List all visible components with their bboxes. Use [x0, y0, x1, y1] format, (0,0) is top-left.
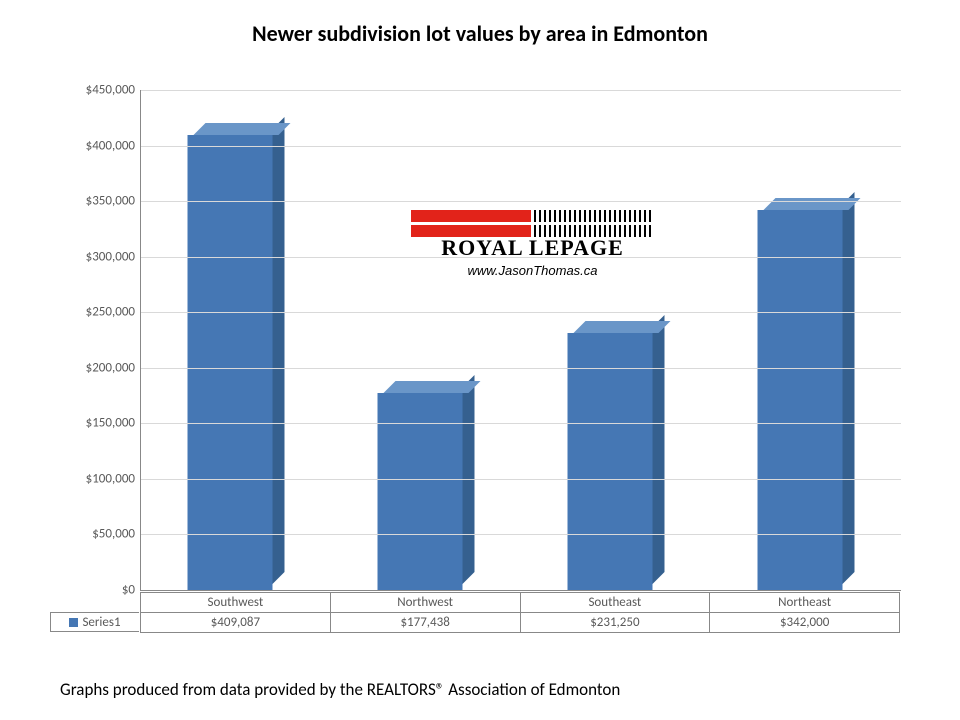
table-row-categories: Southwest Northwest Southeast Northeast: [141, 593, 900, 613]
grid-line: [141, 90, 901, 91]
y-tick-label: $150,000: [86, 416, 141, 431]
chart-container: ROYAL LEPAGE www.JasonThomas.ca $0$50,00…: [50, 80, 910, 640]
grid-line: [141, 312, 901, 313]
bar-northeast: [711, 90, 901, 590]
y-tick-label: $100,000: [86, 471, 141, 486]
plot-area: ROYAL LEPAGE www.JasonThomas.ca $0$50,00…: [140, 90, 901, 591]
table-row-values: $409,087 $177,438 $231,250 $342,000: [141, 613, 900, 633]
category-cell: Southwest: [141, 593, 331, 613]
grid-line: [141, 479, 901, 480]
grid-line: [141, 257, 901, 258]
grid-line: [141, 368, 901, 369]
grid-line: [141, 201, 901, 202]
category-cell: Southeast: [520, 593, 710, 613]
chart-title: Newer subdivision lot values by area in …: [0, 20, 960, 47]
bar-southeast: [521, 90, 711, 590]
grid-line: [141, 534, 901, 535]
bar-southwest: [141, 90, 331, 590]
y-tick-label: $250,000: [86, 305, 141, 320]
footer-note: Graphs produced from data provided by th…: [60, 679, 620, 700]
category-cell: Northeast: [710, 593, 900, 613]
value-cell: $177,438: [330, 613, 520, 633]
y-tick-label: $350,000: [86, 194, 141, 209]
category-cell: Northwest: [330, 593, 520, 613]
grid-line: [141, 146, 901, 147]
value-cell: $342,000: [710, 613, 900, 633]
grid-line: [141, 423, 901, 424]
y-tick-label: $450,000: [86, 83, 141, 98]
page: Newer subdivision lot values by area in …: [0, 0, 960, 720]
legend-marker-icon: [69, 618, 78, 627]
legend-series1: Series1: [50, 612, 139, 632]
y-tick-label: $300,000: [86, 249, 141, 264]
y-tick-label: $400,000: [86, 138, 141, 153]
value-cell: $409,087: [141, 613, 331, 633]
bar-northwest: [331, 90, 521, 590]
y-tick-label: $50,000: [92, 527, 141, 542]
data-table: Southwest Northwest Southeast Northeast …: [140, 592, 900, 633]
value-cell: $231,250: [520, 613, 710, 633]
y-tick-label: $200,000: [86, 360, 141, 375]
legend-series-label: Series1: [82, 615, 120, 630]
y-tick-label: $0: [122, 583, 141, 598]
